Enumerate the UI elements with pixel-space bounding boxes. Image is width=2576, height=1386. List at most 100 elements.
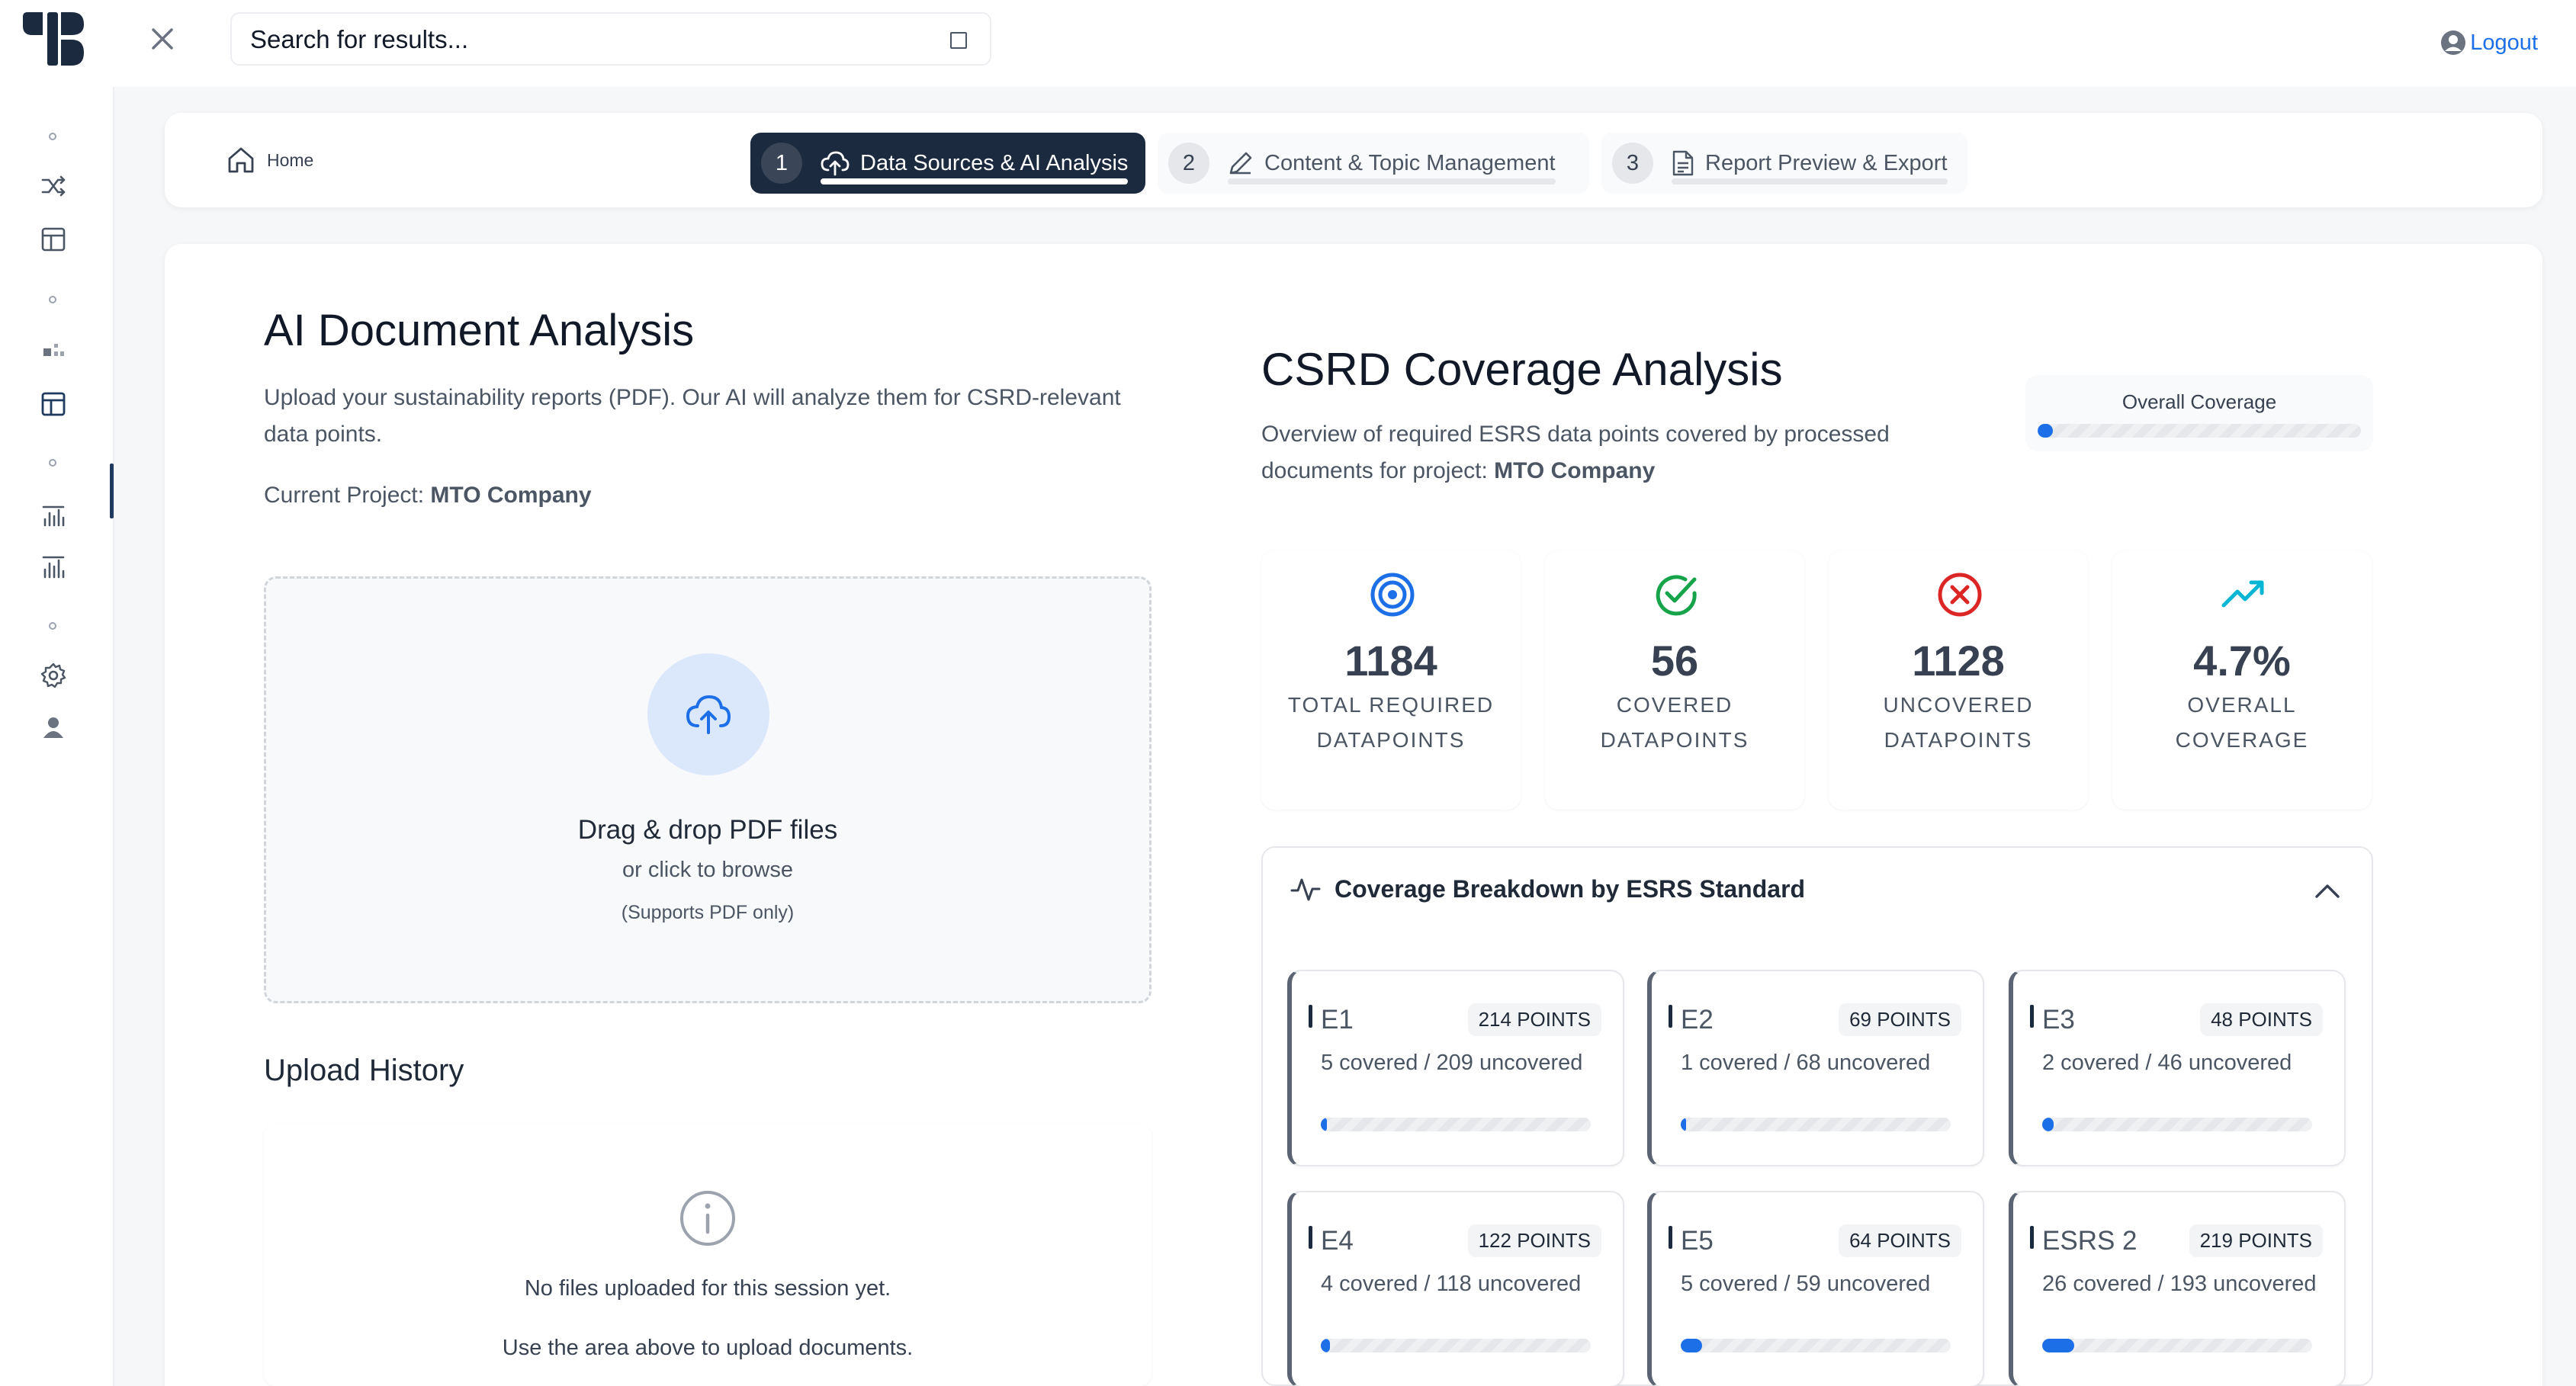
upload-history-panel: No files uploaded for this session yet. … — [264, 1124, 1151, 1386]
user-icon — [43, 717, 63, 738]
pdf-dropzone[interactable]: Drag & drop PDF files or click to browse… — [264, 576, 1151, 1003]
standard-code: E3 — [2030, 1005, 2075, 1035]
history-hint-text: Use the area above to upload documents. — [502, 1336, 914, 1360]
points-badge: 64 POINTS — [1839, 1224, 1961, 1257]
overall-coverage-progress — [2038, 424, 2361, 438]
home-label: Home — [267, 149, 314, 170]
standard-progress — [1321, 1339, 1591, 1352]
app-logo[interactable] — [21, 11, 85, 67]
standard-code: E2 — [1669, 1005, 1714, 1035]
stat-label-line: Overall — [2187, 693, 2297, 717]
esrs-standard-card[interactable]: E2 69 POINTS 1 covered / 68 uncovered — [1647, 970, 1984, 1166]
current-project: Current Project: MTO Company — [264, 477, 592, 514]
standard-progress — [1681, 1118, 1951, 1131]
points-badge: 48 POINTS — [2200, 1003, 2323, 1036]
logout-button[interactable]: Logout — [2439, 29, 2538, 56]
stat-label-line: Coverage — [2175, 728, 2309, 752]
sidebar-item-chart[interactable] — [38, 500, 69, 531]
points-badge: 214 POINTS — [1467, 1003, 1601, 1036]
sidebar-item-chart-alt[interactable] — [38, 552, 69, 582]
points-badge: 69 POINTS — [1839, 1003, 1961, 1036]
bar-chart-icon — [42, 556, 65, 579]
close-icon — [152, 28, 173, 50]
home-link[interactable]: Home — [226, 145, 313, 175]
esrs-standard-card[interactable]: ESRS 2 219 POINTS 26 covered / 193 uncover… — [2009, 1191, 2346, 1386]
standard-code: ESRS 2 — [2030, 1226, 2138, 1256]
breakdown-header: Coverage Breakdown by ESRS Standard — [1290, 874, 1805, 904]
layout-icon — [41, 392, 66, 416]
step-progress-bar — [1228, 178, 1556, 184]
cloud-upload-icon — [821, 151, 850, 176]
overall-coverage-label: Overall Coverage — [2122, 390, 2277, 413]
close-button[interactable] — [143, 20, 181, 58]
esrs-standard-card[interactable]: E5 64 POINTS 5 covered / 59 uncovered — [1647, 1191, 1984, 1386]
step-data-sources[interactable]: 1 Data Sources & AI Analysis — [750, 133, 1145, 194]
points-badge: 219 POINTS — [2189, 1224, 2323, 1257]
check-circle-icon — [1652, 570, 1701, 619]
dropzone-title: Drag & drop PDF files — [577, 815, 838, 845]
sidebar-section-dot — [49, 296, 56, 303]
standard-code: E1 — [1309, 1005, 1354, 1035]
overall-coverage-pill: Overall Coverage — [2025, 375, 2373, 451]
info-icon — [680, 1191, 735, 1246]
layout-icon — [41, 227, 66, 252]
stat-value: 1184 — [1344, 637, 1437, 685]
coverage-text: 5 covered / 59 uncovered — [1681, 1272, 1931, 1296]
dropzone-subtitle: or click to browse — [622, 858, 793, 882]
sidebar-item-profile[interactable] — [38, 712, 69, 743]
cloud-upload-icon — [686, 695, 731, 734]
step-number: 2 — [1168, 143, 1209, 184]
step-report-preview[interactable]: 3 Report Preview & Export — [1601, 133, 1967, 194]
step-progress-bar — [821, 178, 1129, 184]
activity-icon — [1290, 878, 1321, 901]
standard-code: E4 — [1309, 1226, 1354, 1256]
search-input[interactable] — [250, 24, 921, 55]
sidebar-item-shuffle[interactable] — [38, 171, 69, 201]
pencil-icon — [1229, 152, 1252, 175]
csrd-coverage-description: Overview of required ESRS data points co… — [1261, 416, 1890, 489]
points-badge: 122 POINTS — [1467, 1224, 1601, 1257]
stat-label-line: Uncovered — [1883, 693, 2034, 717]
chevron-up-icon[interactable] — [2312, 875, 2343, 906]
esrs-standard-card[interactable]: E4 122 POINTS 4 covered / 118 uncovered — [1287, 1191, 1624, 1386]
sidebar-section-dot — [49, 133, 56, 140]
search-square-icon[interactable] — [950, 32, 967, 49]
sidebar-item-layout-active[interactable] — [38, 389, 69, 419]
coverage-text: 1 covered / 68 uncovered — [1681, 1051, 1931, 1075]
ai-analysis-description: Upload your sustainability reports (PDF)… — [264, 380, 1121, 453]
step-number: 1 — [761, 143, 802, 184]
esrs-standard-card[interactable]: E3 48 POINTS 2 covered / 46 uncovered — [2009, 970, 2346, 1166]
sidebar-section-dot — [49, 459, 56, 467]
ai-analysis-title: AI Document Analysis — [264, 306, 695, 355]
standard-code: E5 — [1669, 1226, 1714, 1256]
dropzone-note: (Supports PDF only) — [621, 902, 795, 923]
upload-icon-circle — [647, 653, 769, 775]
sidebar-item-blocks[interactable] — [38, 335, 69, 366]
step-content-topic[interactable]: 2 Content & Topic Management — [1158, 133, 1589, 194]
user-circle-icon — [2441, 30, 2466, 55]
csrd-coverage-title: CSRD Coverage Analysis — [1261, 344, 1783, 395]
progress-fill — [1321, 1339, 1330, 1352]
step-label: Data Sources & AI Analysis — [860, 150, 1129, 175]
project-name: MTO Company — [1494, 458, 1656, 483]
progress-fill — [1681, 1118, 1687, 1131]
home-icon — [228, 147, 254, 173]
progress-fill — [1681, 1339, 1702, 1352]
breakdown-title: Coverage Breakdown by ESRS Standard — [1335, 874, 1806, 903]
esrs-standard-card[interactable]: E1 214 POINTS 5 covered / 209 uncovered — [1287, 970, 1624, 1166]
bar-chart-icon — [42, 505, 65, 527]
stat-value: 56 — [1650, 637, 1699, 685]
coverage-text: 4 covered / 118 uncovered — [1321, 1272, 1582, 1296]
sidebar-item-layout[interactable] — [38, 224, 69, 255]
sidebar-active-indicator — [110, 464, 114, 518]
stat-card: 1128 Uncovered Datapoints — [1829, 550, 2088, 810]
standard-progress — [2042, 1339, 2312, 1352]
desc-line: data points. — [264, 422, 383, 447]
sidebar-item-settings[interactable] — [38, 660, 69, 691]
blocks-icon — [43, 344, 64, 356]
desc-line: Upload your sustainability reports (PDF)… — [264, 385, 1121, 410]
stat-label: Covered Datapoints — [1545, 688, 1804, 758]
search-box — [230, 12, 991, 66]
stat-value: 1128 — [1912, 637, 2005, 685]
upload-history-title: Upload History — [264, 1054, 464, 1087]
